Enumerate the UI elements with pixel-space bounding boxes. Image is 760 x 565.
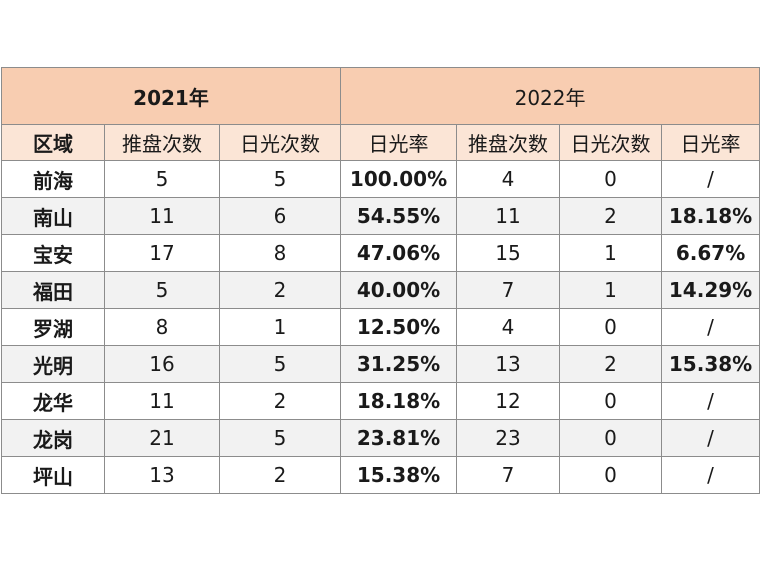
header-region: 区域 xyxy=(1,124,105,161)
cell-sellout-rate-2022: 14.29% xyxy=(661,271,760,309)
cell-region: 福田 xyxy=(1,271,105,309)
cell-launch-count-2022: 23 xyxy=(456,419,561,457)
cell-sellout-count-2021: 5 xyxy=(218,345,342,383)
cell-sellout-rate-2022: / xyxy=(661,456,760,494)
header-sellout-count-2021: 日光次数 xyxy=(218,124,342,161)
cell-launch-count-2022: 4 xyxy=(456,308,561,346)
cell-sellout-rate-2022: 18.18% xyxy=(661,197,760,235)
cell-launch-count-2022: 12 xyxy=(456,382,561,420)
cell-sellout-count-2022: 2 xyxy=(559,345,663,383)
cell-launch-count-2022: 7 xyxy=(456,456,561,494)
cell-sellout-count-2021: 2 xyxy=(218,271,342,309)
cell-region: 南山 xyxy=(1,197,105,235)
table-row: 龙华 11 2 18.18% 12 0/ xyxy=(1,382,760,420)
cell-sellout-rate-2021: 47.06% xyxy=(340,234,458,272)
cell-sellout-count-2022: 1 xyxy=(559,234,663,272)
cell-sellout-count-2022: 0 xyxy=(559,419,663,457)
cell-launch-count-2022: 11 xyxy=(456,197,561,235)
cell-sellout-count-2021: 2 xyxy=(218,382,342,420)
cell-launch-count-2021: 16 xyxy=(104,345,220,383)
cell-launch-count-2021: 17 xyxy=(104,234,220,272)
cell-region: 罗湖 xyxy=(1,308,105,346)
cell-sellout-rate-2022: / xyxy=(661,382,760,420)
cell-region: 前海 xyxy=(1,160,105,198)
cell-launch-count-2021: 5 xyxy=(104,160,220,198)
cell-launch-count-2022: 15 xyxy=(456,234,561,272)
cell-sellout-count-2021: 1 xyxy=(218,308,342,346)
cell-launch-count-2021: 11 xyxy=(104,197,220,235)
cell-sellout-count-2021: 6 xyxy=(218,197,342,235)
cell-sellout-rate-2021: 23.81% xyxy=(340,419,458,457)
header-sellout-count-2022: 日光次数 xyxy=(559,124,663,161)
table-row: 前海 5 5 100.00% 4 0/ xyxy=(1,160,760,198)
cell-sellout-rate-2021: 31.25% xyxy=(340,345,458,383)
cell-region: 宝安 xyxy=(1,234,105,272)
header-launch-count-2021: 推盘次数 xyxy=(104,124,220,161)
cell-sellout-rate-2021: 18.18% xyxy=(340,382,458,420)
cell-launch-count-2022: 7 xyxy=(456,271,561,309)
cell-sellout-count-2022: 0 xyxy=(559,308,663,346)
cell-sellout-count-2022: 1 xyxy=(559,271,663,309)
cell-sellout-rate-2022: 15.38% xyxy=(661,345,760,383)
column-header-row: 区域 推盘次数 日光次数 日光率 推盘次数 日光次数 日光率 xyxy=(1,124,760,161)
cell-sellout-rate-2021: 40.00% xyxy=(340,271,458,309)
cell-sellout-rate-2021: 12.50% xyxy=(340,308,458,346)
table-row: 坪山 13 2 15.38% 7 0/ xyxy=(1,456,760,494)
table-body: 前海 5 5 100.00% 4 0/南山 11 6 54.55% 11 2 18.18% 宝安 17 8 4… xyxy=(1,160,760,494)
table-row: 罗湖 8 1 12.50% 4 0/ xyxy=(1,308,760,346)
cell-sellout-count-2022: 0 xyxy=(559,456,663,494)
cell-sellout-rate-2021: 54.55% xyxy=(340,197,458,235)
cell-sellout-count-2021: 5 xyxy=(218,419,342,457)
cell-sellout-rate-2022: / xyxy=(661,308,760,346)
cell-launch-count-2021: 13 xyxy=(104,456,220,494)
cell-sellout-rate-2021: 15.38% xyxy=(340,456,458,494)
cell-region: 龙华 xyxy=(1,382,105,420)
year-2021-header: 2021年 xyxy=(0,67,342,125)
sunlight-rate-table: 2021年 2022年 区域 推盘次数 日光次数 日光率 推盘次数 日光次数 日… xyxy=(0,67,760,494)
cell-sellout-count-2021: 2 xyxy=(218,456,342,494)
table-row: 宝安 17 8 47.06% 15 1 6.67% xyxy=(1,234,760,272)
cell-launch-count-2022: 13 xyxy=(456,345,561,383)
header-launch-count-2022: 推盘次数 xyxy=(456,124,561,161)
cell-sellout-rate-2022: 6.67% xyxy=(661,234,760,272)
cell-sellout-count-2022: 2 xyxy=(559,197,663,235)
table-row: 光明 16 5 31.25% 13 2 15.38% xyxy=(1,345,760,383)
table-row: 福田 5 2 40.00% 7 1 14.29% xyxy=(1,271,760,309)
cell-launch-count-2022: 4 xyxy=(456,160,561,198)
cell-sellout-rate-2022: / xyxy=(661,419,760,457)
cell-sellout-count-2021: 5 xyxy=(218,160,342,198)
cell-sellout-count-2021: 8 xyxy=(218,234,342,272)
header-sellout-rate-2022: 日光率 xyxy=(661,124,760,161)
cell-region: 光明 xyxy=(1,345,105,383)
table-row: 南山 11 6 54.55% 11 2 18.18% xyxy=(1,197,760,235)
cell-sellout-count-2022: 0 xyxy=(559,382,663,420)
cell-sellout-rate-2022: / xyxy=(661,160,760,198)
header-sellout-rate-2021: 日光率 xyxy=(340,124,458,161)
cell-launch-count-2021: 21 xyxy=(104,419,220,457)
year-2022-header: 2022年 xyxy=(340,67,760,125)
cell-region: 坪山 xyxy=(1,456,105,494)
cell-region: 龙岗 xyxy=(1,419,105,457)
table-row: 龙岗 21 5 23.81% 23 0/ xyxy=(1,419,760,457)
year-header-row: 2021年 2022年 xyxy=(0,67,760,125)
cell-launch-count-2021: 11 xyxy=(104,382,220,420)
cell-sellout-count-2022: 0 xyxy=(559,160,663,198)
cell-launch-count-2021: 8 xyxy=(104,308,220,346)
cell-sellout-rate-2021: 100.00% xyxy=(340,160,458,198)
cell-launch-count-2021: 5 xyxy=(104,271,220,309)
